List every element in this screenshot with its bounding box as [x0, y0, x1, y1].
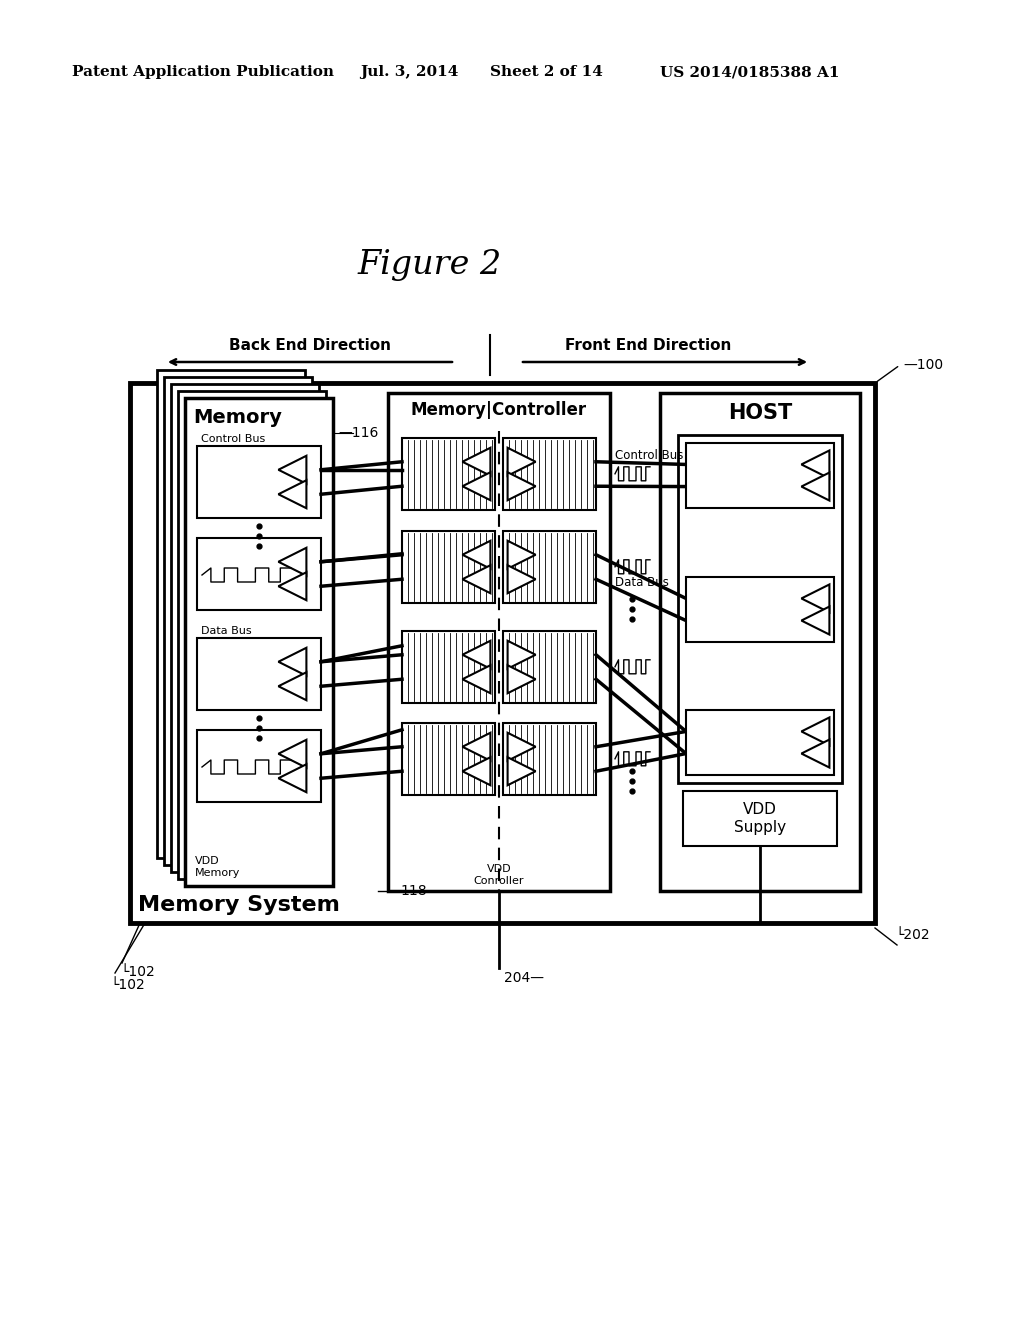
Polygon shape	[463, 541, 490, 569]
Bar	[686, 577, 834, 642]
Bar	[402, 723, 495, 795]
Text: Back End Direction: Back End Direction	[229, 338, 391, 352]
Polygon shape	[279, 455, 306, 483]
Polygon shape	[279, 739, 306, 768]
Bar	[197, 539, 321, 610]
Polygon shape	[463, 447, 490, 475]
Polygon shape	[279, 672, 306, 700]
Text: Sheet 2 of 14: Sheet 2 of 14	[490, 65, 603, 79]
Bar	[197, 446, 321, 517]
Text: 118—: 118—	[400, 884, 440, 898]
Text: VDD
Conroller: VDD Conroller	[474, 865, 524, 886]
Text: Data Bus: Data Bus	[201, 626, 252, 636]
Polygon shape	[463, 665, 490, 693]
Polygon shape	[463, 733, 490, 760]
Polygon shape	[802, 585, 829, 612]
Polygon shape	[463, 758, 490, 785]
Polygon shape	[802, 450, 829, 478]
Bar	[686, 710, 834, 775]
Text: —100: —100	[903, 358, 943, 372]
Bar	[683, 791, 837, 846]
Polygon shape	[508, 473, 536, 500]
Text: VDD
Memory: VDD Memory	[195, 857, 241, 878]
Polygon shape	[279, 480, 306, 508]
Bar	[686, 444, 834, 508]
Bar	[503, 531, 596, 603]
Polygon shape	[802, 473, 829, 500]
Text: Figure 2: Figure 2	[357, 249, 502, 281]
Bar	[178, 391, 326, 879]
Bar	[157, 370, 305, 858]
Polygon shape	[463, 473, 490, 500]
Polygon shape	[279, 764, 306, 792]
Text: Data Bus: Data Bus	[615, 576, 669, 589]
Text: 204—: 204—	[504, 972, 544, 985]
Bar	[503, 631, 596, 704]
Bar	[197, 730, 321, 803]
Text: └202: └202	[895, 928, 930, 942]
Bar	[164, 378, 312, 865]
Bar	[130, 383, 874, 923]
Polygon shape	[508, 447, 536, 475]
Polygon shape	[463, 640, 490, 669]
Polygon shape	[279, 648, 306, 676]
Text: HOST: HOST	[728, 403, 793, 422]
Bar	[402, 438, 495, 510]
Polygon shape	[508, 565, 536, 593]
Polygon shape	[508, 665, 536, 693]
Bar	[660, 393, 860, 891]
Text: Front End Direction: Front End Direction	[565, 338, 731, 352]
Polygon shape	[279, 548, 306, 576]
Bar	[402, 631, 495, 704]
Polygon shape	[508, 758, 536, 785]
Text: Patent Application Publication: Patent Application Publication	[72, 65, 334, 79]
Bar	[185, 399, 333, 886]
Text: └102: └102	[110, 978, 144, 993]
Bar	[388, 393, 610, 891]
Text: —116: —116	[338, 426, 379, 440]
Text: US 2014/0185388 A1: US 2014/0185388 A1	[660, 65, 840, 79]
Bar	[197, 638, 321, 710]
Polygon shape	[508, 640, 536, 669]
Bar	[503, 723, 596, 795]
Bar	[678, 436, 842, 783]
Polygon shape	[802, 718, 829, 746]
Polygon shape	[508, 733, 536, 760]
Polygon shape	[802, 739, 829, 767]
Text: Control Bus: Control Bus	[615, 449, 683, 462]
Text: Memory: Memory	[193, 408, 282, 426]
Text: Control Bus: Control Bus	[201, 434, 265, 444]
Text: VDD
Supply: VDD Supply	[734, 803, 786, 834]
Text: Jul. 3, 2014: Jul. 3, 2014	[360, 65, 459, 79]
Bar	[402, 531, 495, 603]
Bar	[171, 384, 319, 873]
Text: Memory System: Memory System	[138, 895, 340, 915]
Bar	[503, 438, 596, 510]
Polygon shape	[279, 573, 306, 601]
Polygon shape	[463, 565, 490, 593]
Polygon shape	[508, 541, 536, 569]
Text: └102: └102	[120, 965, 155, 979]
Text: Memory|Controller: Memory|Controller	[411, 401, 587, 418]
Polygon shape	[802, 607, 829, 635]
